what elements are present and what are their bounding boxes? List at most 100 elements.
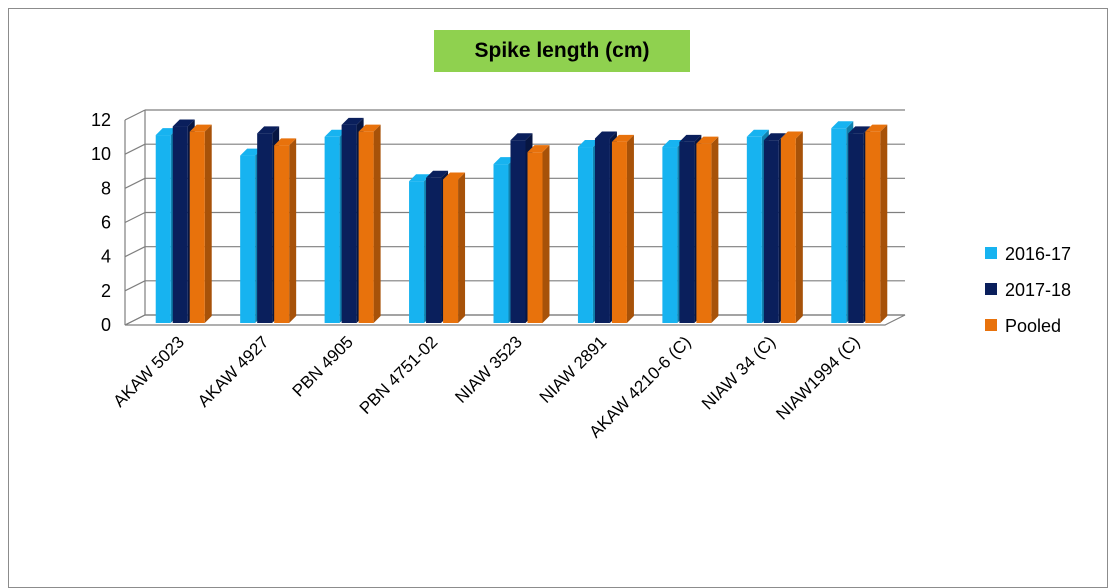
y-tick-label: 0: [101, 315, 111, 335]
bar-top: [172, 119, 195, 127]
bar-front: [172, 126, 188, 324]
y-tick-label: 4: [101, 247, 111, 267]
y-tick-label: 10: [91, 144, 111, 164]
y-tick-label: 6: [101, 213, 111, 233]
bar-front: [324, 136, 340, 323]
gridline-side: [124, 211, 146, 224]
bar-front: [611, 141, 627, 323]
bar-top: [763, 133, 786, 141]
gridline-side: [124, 143, 146, 155]
bar-top: [240, 148, 263, 156]
bar: [443, 172, 466, 323]
bar-front: [426, 177, 442, 323]
bar-side: [795, 131, 803, 323]
bar: [358, 124, 381, 324]
bar-top: [341, 117, 364, 125]
bar-top: [189, 124, 212, 132]
legend: 2016-17 2017-18 Pooled: [985, 244, 1071, 336]
legend-swatch: [985, 283, 997, 295]
bar-top: [611, 134, 634, 142]
bar-top: [257, 126, 280, 134]
chart-floor: [124, 314, 906, 326]
legend-swatch: [985, 247, 997, 259]
bar-top: [679, 134, 702, 142]
bar-side: [289, 138, 297, 323]
gridline-side: [124, 177, 146, 189]
bar-front: [493, 164, 509, 323]
x-tick-label: NIAW 3523: [451, 332, 525, 406]
bar-top: [493, 157, 516, 165]
bar-front: [780, 138, 796, 323]
chart-title: Spike length (cm): [474, 39, 650, 62]
bar-top: [780, 131, 803, 139]
bar-front: [510, 140, 526, 323]
bar-top: [577, 140, 600, 148]
y-tick-label: 8: [101, 178, 111, 198]
x-tick-label: NIAW 34 (C): [698, 332, 779, 413]
bar: [527, 145, 550, 323]
bar: [611, 134, 634, 323]
bar-side: [711, 136, 719, 323]
bar-top: [865, 124, 888, 132]
x-tick-label: NIAW1994 (C): [772, 332, 863, 423]
bar-top: [324, 129, 347, 137]
x-tick-label: PBN 4905: [289, 332, 357, 400]
bar-front: [662, 147, 678, 323]
legend-label: Pooled: [1005, 316, 1061, 336]
bar-front: [865, 131, 881, 323]
x-tick-label: NIAW 2891: [536, 332, 610, 406]
bar-top: [527, 145, 550, 153]
bar-top: [358, 124, 381, 132]
bar-top: [510, 133, 533, 141]
bar-side: [880, 124, 888, 324]
bar-side: [626, 134, 634, 323]
x-tick-label: AKAW 5023: [110, 332, 188, 410]
bar: [865, 124, 888, 324]
bar-front: [746, 136, 762, 323]
y-tick-label: 2: [101, 281, 111, 301]
bar-front: [358, 131, 374, 323]
bar-top: [696, 136, 719, 144]
bar-front: [155, 135, 171, 323]
bar-front: [443, 179, 459, 323]
bar-front: [341, 124, 357, 323]
y-tick-label: 12: [91, 110, 111, 130]
bar-top: [443, 172, 466, 180]
bar: [274, 138, 297, 323]
bar-front: [274, 145, 290, 323]
bar-front: [527, 152, 543, 323]
bar-front: [679, 141, 695, 323]
bar-layer: [155, 117, 888, 324]
bar: [780, 131, 803, 323]
bar: [189, 124, 212, 324]
bar-front: [257, 133, 273, 323]
bar-top: [426, 170, 449, 178]
bar-front: [831, 128, 847, 323]
bar-top: [594, 131, 617, 139]
legend-swatch: [985, 319, 997, 331]
gridline-side: [124, 109, 146, 121]
bar-side: [542, 145, 550, 323]
bar-top: [274, 138, 297, 146]
bar-front: [189, 131, 205, 323]
bar-front: [577, 147, 593, 323]
chart-title-box: Spike length (cm): [434, 30, 690, 72]
bar-front: [594, 138, 610, 323]
x-tick-label: AKAW 4927: [194, 332, 272, 410]
bar-front: [848, 133, 864, 323]
legend-label: 2017-18: [1005, 280, 1071, 300]
gridline-side: [124, 280, 146, 292]
gridline-side: [124, 246, 146, 258]
x-tick-label: PBN 4751-02: [356, 332, 442, 418]
bar-top: [848, 126, 871, 134]
bar-front: [763, 140, 779, 323]
bar: [696, 136, 719, 323]
bar-front: [409, 181, 425, 323]
bar-side: [373, 124, 381, 324]
bar-top: [746, 129, 769, 137]
bar-side: [204, 124, 212, 324]
bar-front: [696, 143, 712, 323]
legend-label: 2016-17: [1005, 244, 1071, 264]
bar-top: [662, 140, 685, 148]
